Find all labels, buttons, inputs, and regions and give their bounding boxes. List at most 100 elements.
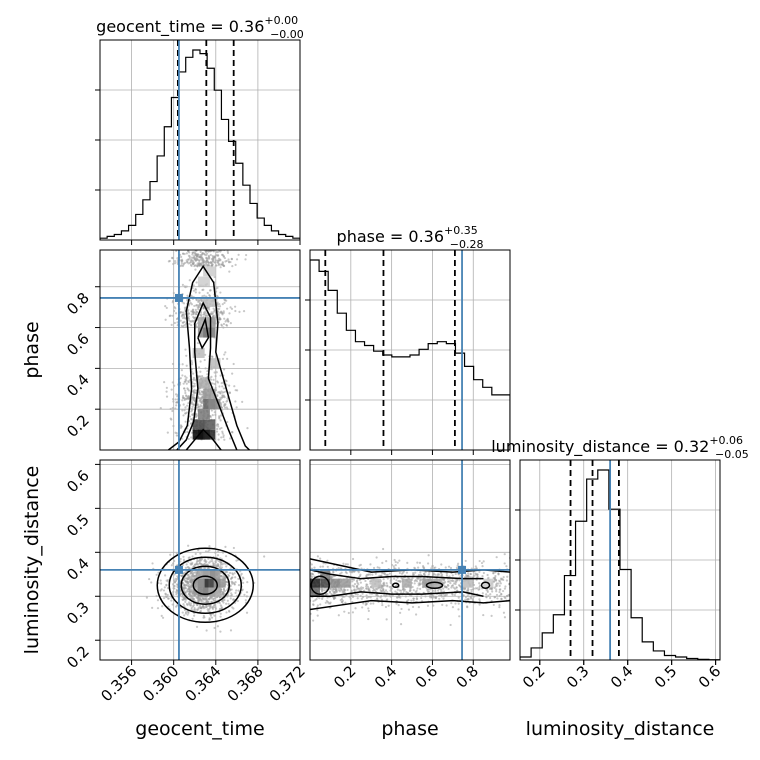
sample-point	[183, 387, 186, 390]
sample-point	[171, 257, 174, 260]
sample-point	[273, 583, 275, 585]
sample-point	[305, 572, 307, 574]
sample-point	[206, 237, 208, 239]
sample-point	[434, 588, 437, 591]
x-tick-label: 0.4	[607, 662, 637, 692]
sample-point	[218, 385, 221, 388]
sample-point	[502, 576, 505, 579]
sample-point	[365, 574, 368, 578]
sample-point	[222, 400, 225, 404]
sample-point	[166, 578, 170, 582]
y-tick-label: 0.3	[63, 598, 93, 628]
sample-point	[167, 597, 170, 600]
sample-point	[191, 262, 195, 265]
sample-point	[243, 593, 246, 596]
sample-point	[195, 243, 197, 245]
sample-point	[378, 574, 381, 577]
sample-point	[498, 584, 501, 588]
sample-point	[200, 390, 204, 393]
sample-point	[211, 606, 214, 609]
sample-point	[182, 302, 186, 305]
sample-point	[319, 565, 322, 568]
sample-point	[290, 589, 292, 591]
sample-point	[263, 555, 266, 558]
sample-point	[242, 577, 245, 580]
sample-point	[393, 577, 396, 580]
sample-point	[307, 563, 309, 565]
sample-point	[231, 372, 234, 375]
sample-point	[313, 566, 316, 569]
sample-point	[367, 607, 370, 610]
sample-point	[180, 261, 183, 265]
sample-point	[195, 608, 199, 611]
sample-point	[208, 607, 212, 610]
sample-point	[151, 606, 154, 609]
truth-marker	[174, 565, 183, 574]
sample-point	[181, 313, 185, 316]
sample-point	[232, 598, 235, 601]
sample-point	[183, 589, 186, 592]
sample-point	[220, 311, 223, 314]
sample-point	[190, 590, 193, 593]
sample-point	[225, 611, 228, 614]
sample-point	[498, 590, 501, 594]
sample-point	[182, 603, 185, 606]
sample-point	[230, 430, 234, 434]
sample-point	[186, 396, 189, 400]
sample-point	[374, 572, 377, 575]
sample-point	[234, 263, 237, 267]
sample-point	[307, 576, 309, 578]
sample-point	[357, 571, 360, 574]
sample-point	[226, 250, 229, 253]
sample-point	[382, 578, 385, 581]
sample-point	[190, 237, 192, 239]
sample-point	[182, 262, 185, 265]
sample-point	[333, 592, 336, 595]
sample-point	[229, 597, 232, 600]
sample-point	[201, 395, 204, 399]
sample-point	[245, 611, 249, 614]
sample-point	[171, 406, 174, 410]
sample-point	[343, 610, 346, 613]
scatter-panel-geocent_time-luminosity_distance	[99, 459, 301, 661]
sample-point	[223, 438, 226, 441]
sample-point	[208, 246, 210, 248]
y-axis-label: phase	[21, 321, 43, 378]
sample-point	[416, 561, 419, 564]
sample-point	[442, 587, 445, 590]
density-cell	[208, 398, 221, 409]
sample-point	[385, 618, 388, 621]
sample-point	[183, 605, 186, 608]
sample-point	[203, 558, 207, 561]
sample-point	[203, 230, 205, 232]
density-cell	[330, 578, 341, 588]
sample-point	[212, 245, 214, 247]
sample-point	[217, 231, 219, 233]
density-cell	[203, 327, 216, 338]
sample-point	[302, 583, 304, 585]
sample-point	[499, 582, 502, 585]
sample-point	[279, 583, 281, 585]
sample-point	[495, 582, 498, 585]
sample-point	[179, 557, 182, 561]
sample-point	[190, 303, 193, 306]
sample-point	[191, 251, 195, 254]
sample-point	[190, 431, 194, 434]
density-cell	[203, 388, 216, 399]
sample-point	[218, 305, 222, 308]
sample-point	[202, 247, 204, 249]
sample-point	[193, 378, 196, 381]
sample-point	[156, 607, 160, 610]
contour-line	[197, 316, 210, 350]
sample-point	[207, 255, 211, 258]
sample-point	[305, 583, 307, 585]
sample-point	[466, 589, 470, 593]
sample-point	[394, 560, 397, 563]
sample-point	[184, 389, 187, 392]
sample-point	[145, 596, 149, 599]
sample-point	[426, 590, 430, 594]
sample-point	[418, 561, 422, 564]
sample-point	[301, 563, 303, 565]
sample-point	[169, 314, 172, 317]
sample-point	[237, 589, 240, 592]
